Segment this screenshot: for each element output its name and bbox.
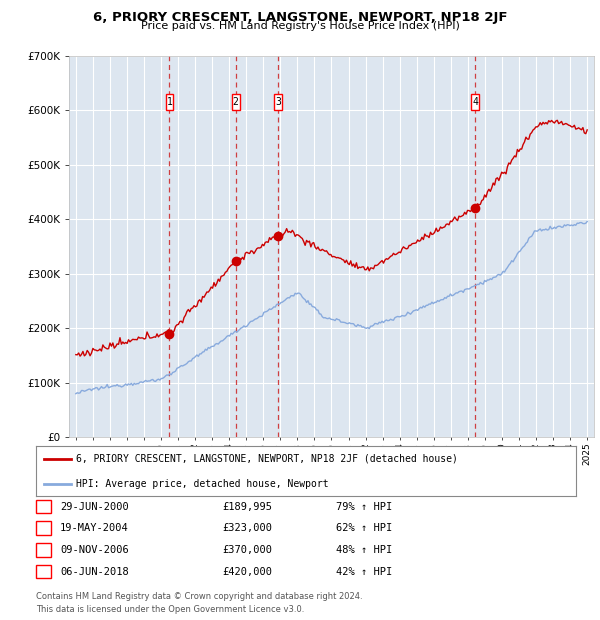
Text: 62% ↑ HPI: 62% ↑ HPI — [336, 523, 392, 533]
Bar — [232, 94, 239, 110]
Text: 1: 1 — [166, 97, 172, 107]
Text: £420,000: £420,000 — [222, 567, 272, 577]
Text: 06-JUN-2018: 06-JUN-2018 — [60, 567, 129, 577]
Text: 19-MAY-2004: 19-MAY-2004 — [60, 523, 129, 533]
Text: £323,000: £323,000 — [222, 523, 272, 533]
Text: 29-JUN-2000: 29-JUN-2000 — [60, 502, 129, 512]
Bar — [274, 94, 282, 110]
Text: 4: 4 — [40, 567, 47, 577]
Text: Price paid vs. HM Land Registry's House Price Index (HPI): Price paid vs. HM Land Registry's House … — [140, 21, 460, 31]
Text: 09-NOV-2006: 09-NOV-2006 — [60, 545, 129, 555]
Text: 6, PRIORY CRESCENT, LANGSTONE, NEWPORT, NP18 2JF (detached house): 6, PRIORY CRESCENT, LANGSTONE, NEWPORT, … — [77, 454, 458, 464]
Text: Contains HM Land Registry data © Crown copyright and database right 2024.: Contains HM Land Registry data © Crown c… — [36, 592, 362, 601]
Text: 2: 2 — [233, 97, 239, 107]
Text: £189,995: £189,995 — [222, 502, 272, 512]
Text: 6, PRIORY CRESCENT, LANGSTONE, NEWPORT, NP18 2JF: 6, PRIORY CRESCENT, LANGSTONE, NEWPORT, … — [93, 11, 507, 24]
Bar — [166, 94, 173, 110]
Text: £370,000: £370,000 — [222, 545, 272, 555]
Text: 4: 4 — [472, 97, 478, 107]
Text: 42% ↑ HPI: 42% ↑ HPI — [336, 567, 392, 577]
Bar — [472, 94, 479, 110]
Text: 79% ↑ HPI: 79% ↑ HPI — [336, 502, 392, 512]
Text: 3: 3 — [40, 545, 47, 555]
Text: This data is licensed under the Open Government Licence v3.0.: This data is licensed under the Open Gov… — [36, 604, 304, 614]
Text: HPI: Average price, detached house, Newport: HPI: Average price, detached house, Newp… — [77, 479, 329, 489]
Text: 1: 1 — [40, 502, 47, 512]
Text: 2: 2 — [40, 523, 47, 533]
Text: 48% ↑ HPI: 48% ↑ HPI — [336, 545, 392, 555]
Text: 3: 3 — [275, 97, 281, 107]
